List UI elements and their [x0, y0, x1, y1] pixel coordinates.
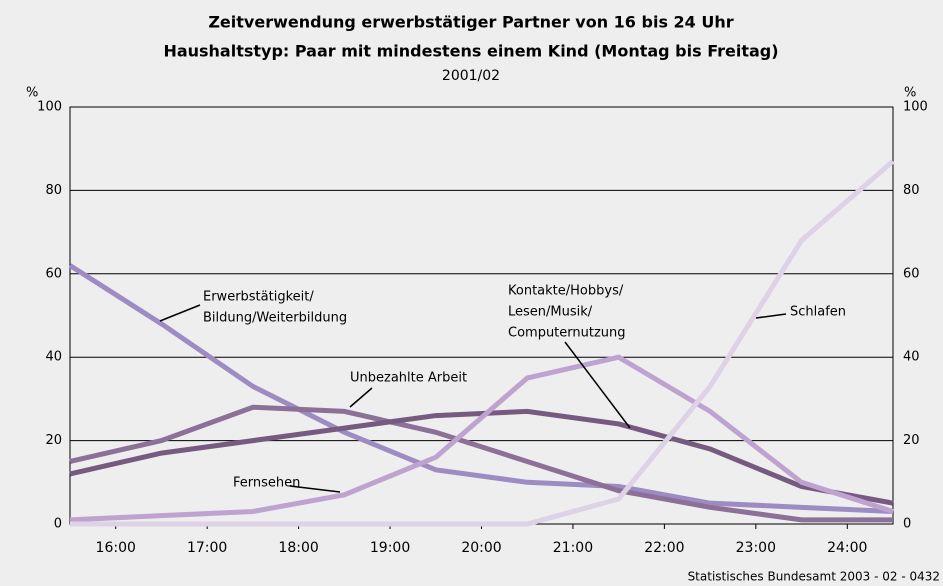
y2-tick-label: 80	[903, 183, 920, 198]
y-tick-label: 80	[45, 183, 62, 198]
y-unit: %	[26, 86, 38, 101]
series-label: Computernutzung	[508, 326, 626, 341]
x-tick-label: 19:00	[370, 540, 410, 556]
leader-line	[564, 341, 631, 429]
leader-line	[755, 313, 787, 319]
series-label: Schlafen	[790, 305, 846, 320]
series-line	[70, 159, 895, 527]
series-label: Erwerbstätigkeit/	[203, 290, 314, 305]
y2-tick-label: 60	[903, 266, 920, 281]
series-label: Kontakte/Hobbys/	[508, 284, 624, 299]
series-label: Fernsehen	[233, 476, 300, 491]
series-line	[69, 408, 894, 506]
y2-unit: %	[904, 86, 916, 101]
x-tick-label: 16:00	[96, 540, 136, 556]
chart-title: Zeitverwendung erwerbstätiger Partner vo…	[208, 13, 733, 32]
leader-line	[289, 485, 341, 493]
leader-line	[349, 387, 373, 408]
y2-tick-label: 20	[903, 433, 920, 448]
y2-tick-label: 0	[903, 517, 911, 532]
x-tick-label: 23:00	[736, 540, 776, 556]
y-tick-label: 0	[54, 517, 62, 532]
chart-subtitle: Haushaltstyp: Paar mit mindestens einem …	[163, 42, 778, 61]
x-tick-label: 17:00	[187, 540, 227, 556]
series-label: Bildung/Weiterbildung	[203, 311, 347, 326]
x-tick-label: 21:00	[553, 540, 593, 556]
series-label: Lesen/Musik/	[508, 305, 593, 320]
x-tick-label: 18:00	[278, 540, 318, 556]
series-line	[68, 263, 894, 514]
y-tick-label: 40	[45, 350, 62, 365]
leader-line	[159, 304, 201, 322]
series-line	[69, 354, 894, 523]
y2-tick-label: 40	[903, 350, 920, 365]
y-tick-label: 20	[45, 433, 62, 448]
series-line	[69, 404, 893, 523]
y2-tick-label: 100	[903, 100, 928, 115]
source: Statistisches Bundesamt 2003 - 02 - 0432	[688, 570, 940, 584]
y-tick-label: 100	[37, 100, 62, 115]
x-tick-label: 24:00	[827, 540, 867, 556]
x-tick-label: 22:00	[644, 540, 684, 556]
series-label: Unbezahlte Arbeit	[350, 371, 467, 386]
x-tick-label: 20:00	[461, 540, 501, 556]
y-tick-label: 60	[45, 266, 62, 281]
period: 2001/02	[442, 68, 500, 84]
